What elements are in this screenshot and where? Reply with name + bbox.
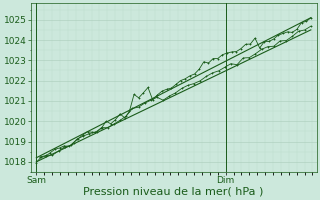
X-axis label: Pression niveau de la mer( hPa ): Pression niveau de la mer( hPa ) (84, 187, 264, 197)
